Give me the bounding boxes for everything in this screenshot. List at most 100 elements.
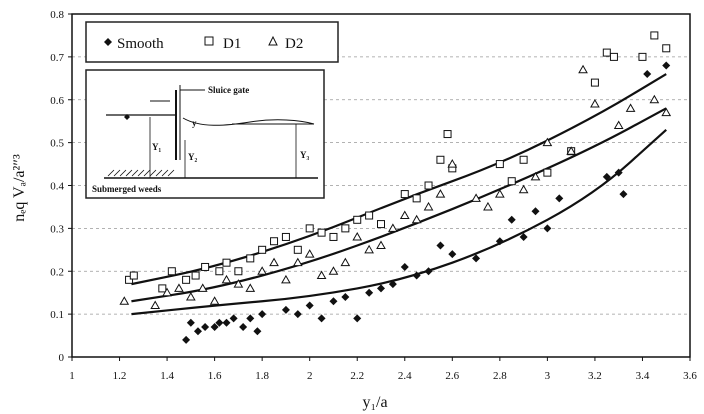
point-d1 <box>609 52 618 61</box>
x-tick-label: 2 <box>307 370 313 382</box>
axes: 0 0.1 0.2 0.3 0.4 0.5 0.6 0.7 0.8 1 1.2 1.4 1.6 1.8 2 2… <box>50 9 697 382</box>
x-tick-label: 2.8 <box>493 370 507 382</box>
point-d1 <box>317 228 326 237</box>
point-smooth <box>436 241 445 250</box>
point-d1 <box>167 267 176 276</box>
point-d2 <box>530 171 541 181</box>
inset-diagram: Sluice gate Y₁ Y₂ y Y₃ Submerged weeds <box>85 69 325 199</box>
y-tick-label: 0.5 <box>50 138 64 150</box>
point-d2 <box>162 287 172 297</box>
legend-d2-marker <box>268 35 278 46</box>
point-d1 <box>281 232 290 241</box>
inset-sluice-label: Sluice gate <box>208 85 249 95</box>
legend-d2-label: D2 <box>285 36 303 52</box>
point-d1 <box>305 224 314 233</box>
point-d1 <box>424 181 433 190</box>
y-tick-label: 0.3 <box>50 223 64 235</box>
point-d2 <box>423 201 434 211</box>
inset-weeds-label: Submerged weeds <box>92 184 162 194</box>
legend-d1-label: D1 <box>223 36 241 52</box>
point-d2 <box>590 99 600 108</box>
point-d2 <box>316 270 327 280</box>
point-smooth <box>222 318 231 327</box>
point-d2 <box>257 266 268 275</box>
point-d1 <box>400 190 409 199</box>
point-d1 <box>590 78 599 87</box>
point-d1 <box>222 258 231 267</box>
point-d2 <box>364 244 374 254</box>
point-d1 <box>329 232 338 241</box>
x-tick-label: 3.2 <box>588 370 602 382</box>
x-tick-label: 3 <box>545 370 551 382</box>
point-smooth <box>643 70 652 79</box>
y-tick-label: 0 <box>59 352 65 364</box>
y-tick-label: 0.2 <box>50 266 64 278</box>
point-smooth <box>305 301 314 310</box>
point-smooth <box>329 297 338 306</box>
point-d2 <box>542 137 553 147</box>
inset-box <box>85 69 325 199</box>
x-tick-label: 1.4 <box>160 370 174 382</box>
point-smooth <box>281 305 290 314</box>
inset-y2-label: Y₂ <box>188 152 197 162</box>
x-tick-label: 2.2 <box>350 370 364 382</box>
x-tick-label: 2.4 <box>398 370 412 382</box>
point-d2 <box>578 64 588 74</box>
point-d2 <box>304 249 315 258</box>
point-d2 <box>494 189 505 198</box>
inset-water-marker <box>124 114 130 120</box>
point-smooth <box>341 292 350 301</box>
point-smooth <box>258 310 267 319</box>
point-d2 <box>281 274 291 284</box>
point-smooth <box>507 215 516 224</box>
point-d2 <box>174 283 184 292</box>
y-tick-label: 0.8 <box>50 9 64 21</box>
point-d1 <box>495 160 504 169</box>
point-d2 <box>221 274 232 284</box>
point-d2 <box>566 146 577 155</box>
point-smooth <box>388 280 397 289</box>
x-tick-label: 1.2 <box>113 370 127 382</box>
point-d1 <box>234 267 243 276</box>
y-tick-label: 0.4 <box>50 181 64 193</box>
point-d1 <box>293 245 302 254</box>
point-d2 <box>328 266 339 275</box>
point-smooth <box>253 327 262 336</box>
point-d2 <box>447 159 458 168</box>
point-d1 <box>125 275 134 284</box>
legend-smooth-label: Smooth <box>117 36 164 52</box>
y-tick-label: 0.6 <box>50 95 64 107</box>
x-axis-title: y₁/a <box>362 394 387 411</box>
point-smooth <box>293 310 302 319</box>
inset-weeds-hatch <box>107 169 175 177</box>
point-smooth <box>201 322 210 331</box>
point-d2 <box>340 257 351 267</box>
point-d2 <box>399 210 410 220</box>
x-tick-label: 1.6 <box>208 370 222 382</box>
point-d2 <box>661 107 672 117</box>
inset-y3-label: Y₃ <box>300 150 309 160</box>
point-d2 <box>269 257 279 267</box>
point-smooth <box>353 314 362 323</box>
point-d2 <box>613 120 624 129</box>
point-d2 <box>625 103 636 112</box>
plot-frame <box>71 13 691 358</box>
x-tick-label: 1.8 <box>255 370 269 382</box>
point-smooth <box>424 267 433 276</box>
point-d2 <box>292 257 303 267</box>
y-axis-title: nₑq Vₐ/a²″³ <box>11 154 28 222</box>
point-d1 <box>201 262 210 271</box>
inset-y-label: y <box>192 118 197 128</box>
point-smooth <box>246 314 255 323</box>
point-d1 <box>258 245 267 254</box>
point-d1 <box>443 130 452 139</box>
point-d1 <box>543 168 552 177</box>
point-smooth <box>472 254 481 263</box>
x-tick-label: 3.4 <box>636 370 650 382</box>
point-smooth <box>182 335 191 344</box>
point-d1 <box>507 177 516 186</box>
point-smooth <box>602 172 611 181</box>
point-d2 <box>518 184 529 194</box>
point-d2 <box>209 296 220 305</box>
